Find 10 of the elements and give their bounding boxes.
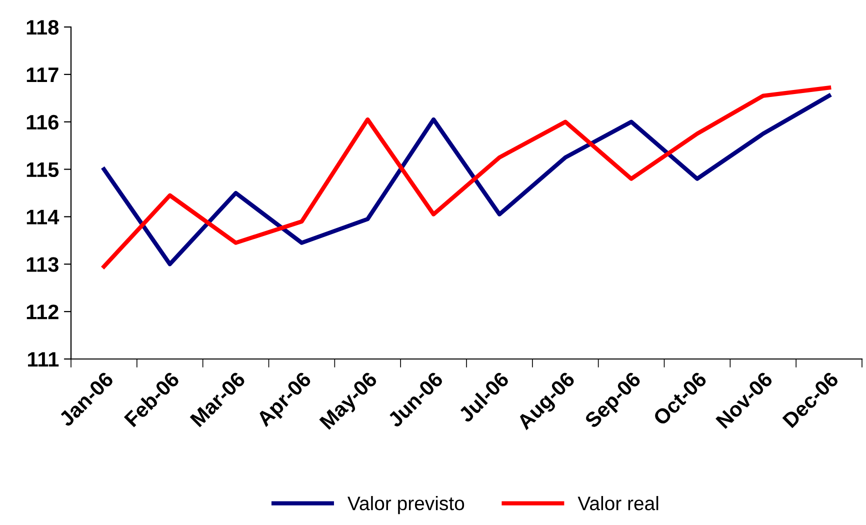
y-tick-label: 112 [26,304,58,320]
y-tick-label: 118 [26,20,59,35]
y-tick-label: 115 [26,162,59,178]
legend-label: Valor previsto [348,496,464,514]
y-tick-label: 111 [28,352,59,367]
y-tick-label: 116 [26,114,58,130]
y-tick-label: 117 [26,68,58,82]
y-tick-label: 113 [26,257,58,272]
legend-label: Valor real [578,496,658,510]
y-tick-label: 114 [26,210,60,224]
